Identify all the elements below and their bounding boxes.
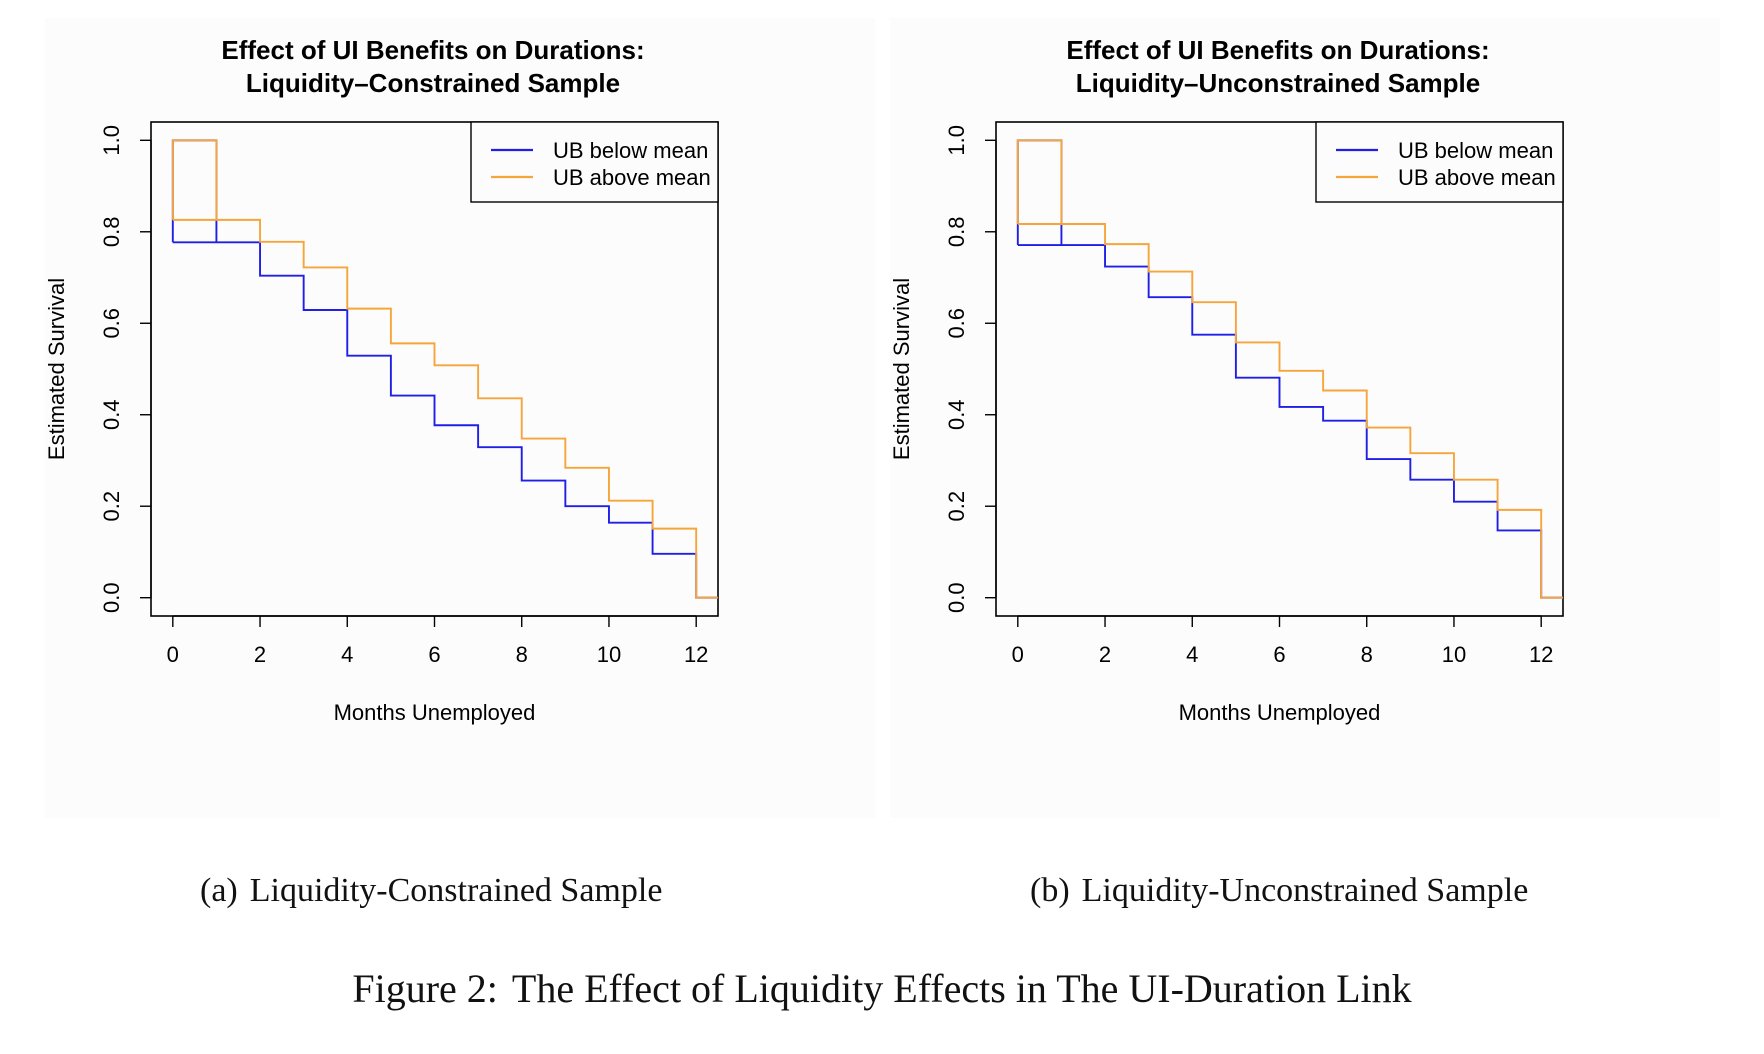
legend-box	[470, 121, 719, 203]
x-tick-label: 8	[1361, 642, 1373, 667]
x-tick-label: 6	[1273, 642, 1285, 667]
chart-title: Effect of UI Benefits on Durations:	[221, 35, 644, 65]
subcaption-label: (a)	[200, 872, 238, 909]
series-line-below-mean	[1016, 139, 1563, 599]
y-tick-label: 0.8	[944, 216, 969, 247]
subcaption-text: Liquidity-Constrained Sample	[249, 872, 663, 909]
x-tick-label: 10	[597, 642, 621, 667]
x-tick-label: 4	[1186, 642, 1198, 667]
series-line-below-mean	[171, 139, 718, 599]
figure-caption-text: The Effect of Liquidity Effects in The U…	[511, 966, 1412, 1011]
y-tick-label: 0.4	[944, 399, 969, 430]
series-line-above-mean	[1016, 139, 1563, 599]
y-axis-label: Estimated Survival	[890, 278, 914, 460]
y-tick-label: 0.4	[99, 399, 124, 430]
subcaption-label: (b)	[1030, 872, 1070, 909]
y-tick-label: 0.0	[99, 582, 124, 613]
figure-number: Figure 2:	[352, 966, 498, 1011]
x-axis-label: Months Unemployed	[334, 700, 536, 725]
x-axis-label: Months Unemployed	[1179, 700, 1381, 725]
legend-label: UB above mean	[553, 165, 711, 190]
legend-label: UB below mean	[553, 138, 708, 163]
x-tick-label: 2	[1099, 642, 1111, 667]
chart-panel-b: Effect of UI Benefits on Durations: Liqui…	[890, 18, 1720, 818]
y-tick-label: 1.0	[944, 125, 969, 156]
survival-chart-a: Effect of UI Benefits on Durations:Liqui…	[45, 35, 719, 725]
chart-subtitle: Liquidity–Unconstrained Sample	[1076, 68, 1481, 98]
x-tick-label: 10	[1442, 642, 1466, 667]
x-tick-label: 0	[167, 642, 179, 667]
legend-label: UB above mean	[1398, 165, 1556, 190]
x-tick-label: 0	[1012, 642, 1024, 667]
subcaption-text: Liquidity-Unconstrained Sample	[1081, 872, 1529, 909]
subcaption-a: (a) Liquidity-Constrained Sample	[200, 872, 662, 910]
chart-panel-a: Effect of UI Benefits on Durations: Liqui…	[45, 18, 875, 818]
x-tick-label: 8	[516, 642, 528, 667]
legend-box	[1315, 121, 1564, 203]
y-axis-label: Estimated Survival	[45, 278, 69, 460]
x-tick-label: 12	[684, 642, 708, 667]
y-tick-label: 0.8	[99, 216, 124, 247]
chart-title: Effect of UI Benefits on Durations:	[1066, 35, 1489, 65]
y-tick-label: 0.6	[99, 308, 124, 339]
series-line-above-mean	[171, 139, 718, 599]
x-tick-label: 2	[254, 642, 266, 667]
chart-subtitle: Liquidity–Constrained Sample	[246, 68, 620, 98]
y-tick-label: 0.2	[944, 491, 969, 522]
x-tick-label: 4	[341, 642, 353, 667]
survival-chart-b: Effect of UI Benefits on Durations:Liqui…	[890, 35, 1564, 725]
legend-label: UB below mean	[1398, 138, 1553, 163]
figure-caption: Figure 2: The Effect of Liquidity Effects…	[0, 965, 1764, 1012]
y-tick-label: 0.0	[944, 582, 969, 613]
x-tick-label: 12	[1529, 642, 1553, 667]
y-tick-label: 1.0	[99, 125, 124, 156]
y-tick-label: 0.6	[944, 308, 969, 339]
subcaption-b: (b) Liquidity-Unconstrained Sample	[1030, 872, 1528, 910]
x-tick-label: 6	[428, 642, 440, 667]
y-tick-label: 0.2	[99, 491, 124, 522]
